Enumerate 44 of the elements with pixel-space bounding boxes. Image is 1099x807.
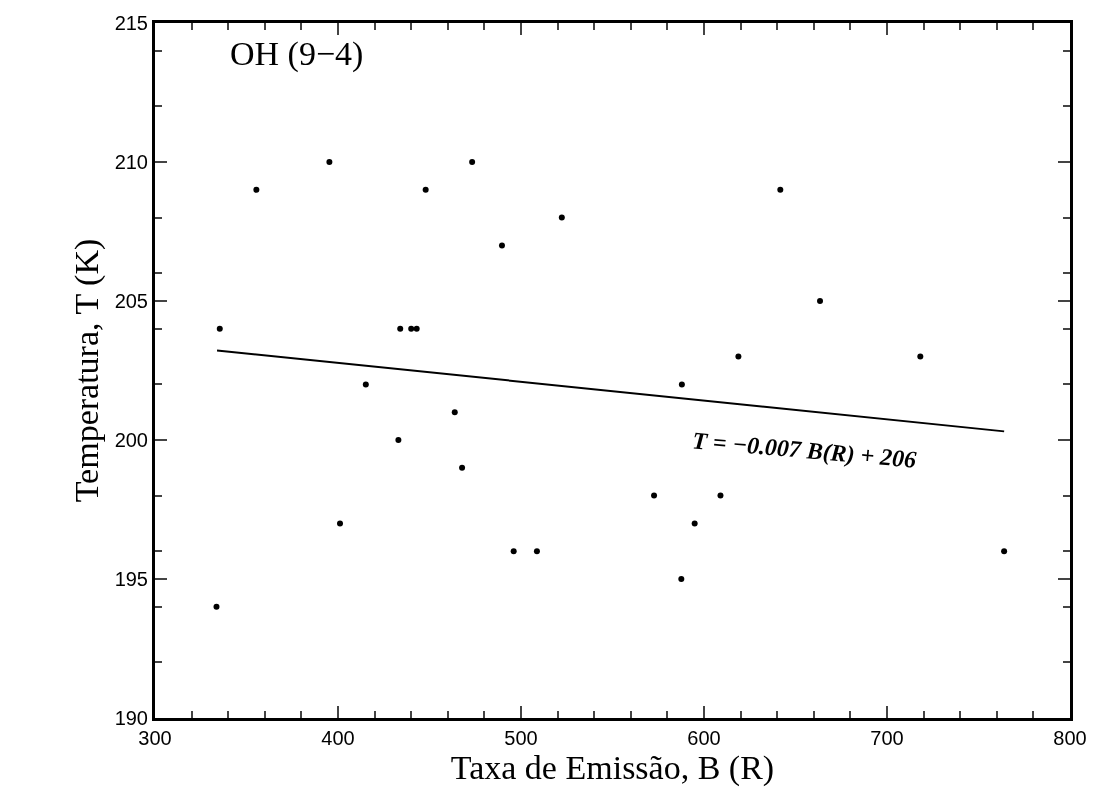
point	[678, 576, 685, 582]
point	[717, 492, 724, 499]
point	[498, 242, 505, 249]
point	[397, 325, 404, 332]
point	[1001, 548, 1008, 555]
y-tick-label: 195	[114, 568, 148, 590]
point	[691, 520, 698, 527]
point	[253, 186, 260, 193]
point	[651, 492, 658, 499]
x-tick-label: 400	[321, 727, 355, 749]
annotation: OH (9−4)	[230, 35, 364, 73]
x-tick-label: 700	[870, 727, 904, 749]
y-tick-label: 200	[114, 429, 148, 451]
point	[533, 548, 540, 555]
point	[459, 464, 466, 471]
point	[817, 298, 824, 304]
x-tick-label: 600	[687, 727, 721, 749]
x-tick-label: 300	[138, 727, 172, 749]
y-tick-label: 215	[114, 12, 148, 34]
point	[408, 325, 415, 332]
point	[413, 325, 420, 332]
x-tick-label: 500	[504, 727, 538, 749]
point	[451, 409, 458, 416]
point	[510, 548, 517, 555]
point	[216, 325, 223, 332]
y-tick-label: 205	[114, 290, 148, 312]
point	[422, 186, 429, 193]
x-axis-title: Taxa de Emissão, B (R)	[450, 749, 775, 787]
y-tick-label: 190	[114, 707, 148, 729]
point	[678, 381, 685, 388]
point	[735, 353, 742, 360]
x-tick-label: 800	[1053, 727, 1087, 749]
point	[326, 159, 333, 165]
point	[395, 437, 402, 443]
point	[362, 381, 369, 388]
point	[917, 353, 924, 360]
point	[337, 520, 344, 527]
point	[213, 603, 220, 610]
point	[777, 186, 784, 193]
point	[558, 214, 565, 221]
point	[469, 159, 476, 165]
y-tick-label: 210	[114, 151, 148, 173]
annotation: T = −0.007 B(R) + 206	[691, 427, 918, 473]
y-axis-title: Temperatura, T (K)	[68, 238, 107, 503]
